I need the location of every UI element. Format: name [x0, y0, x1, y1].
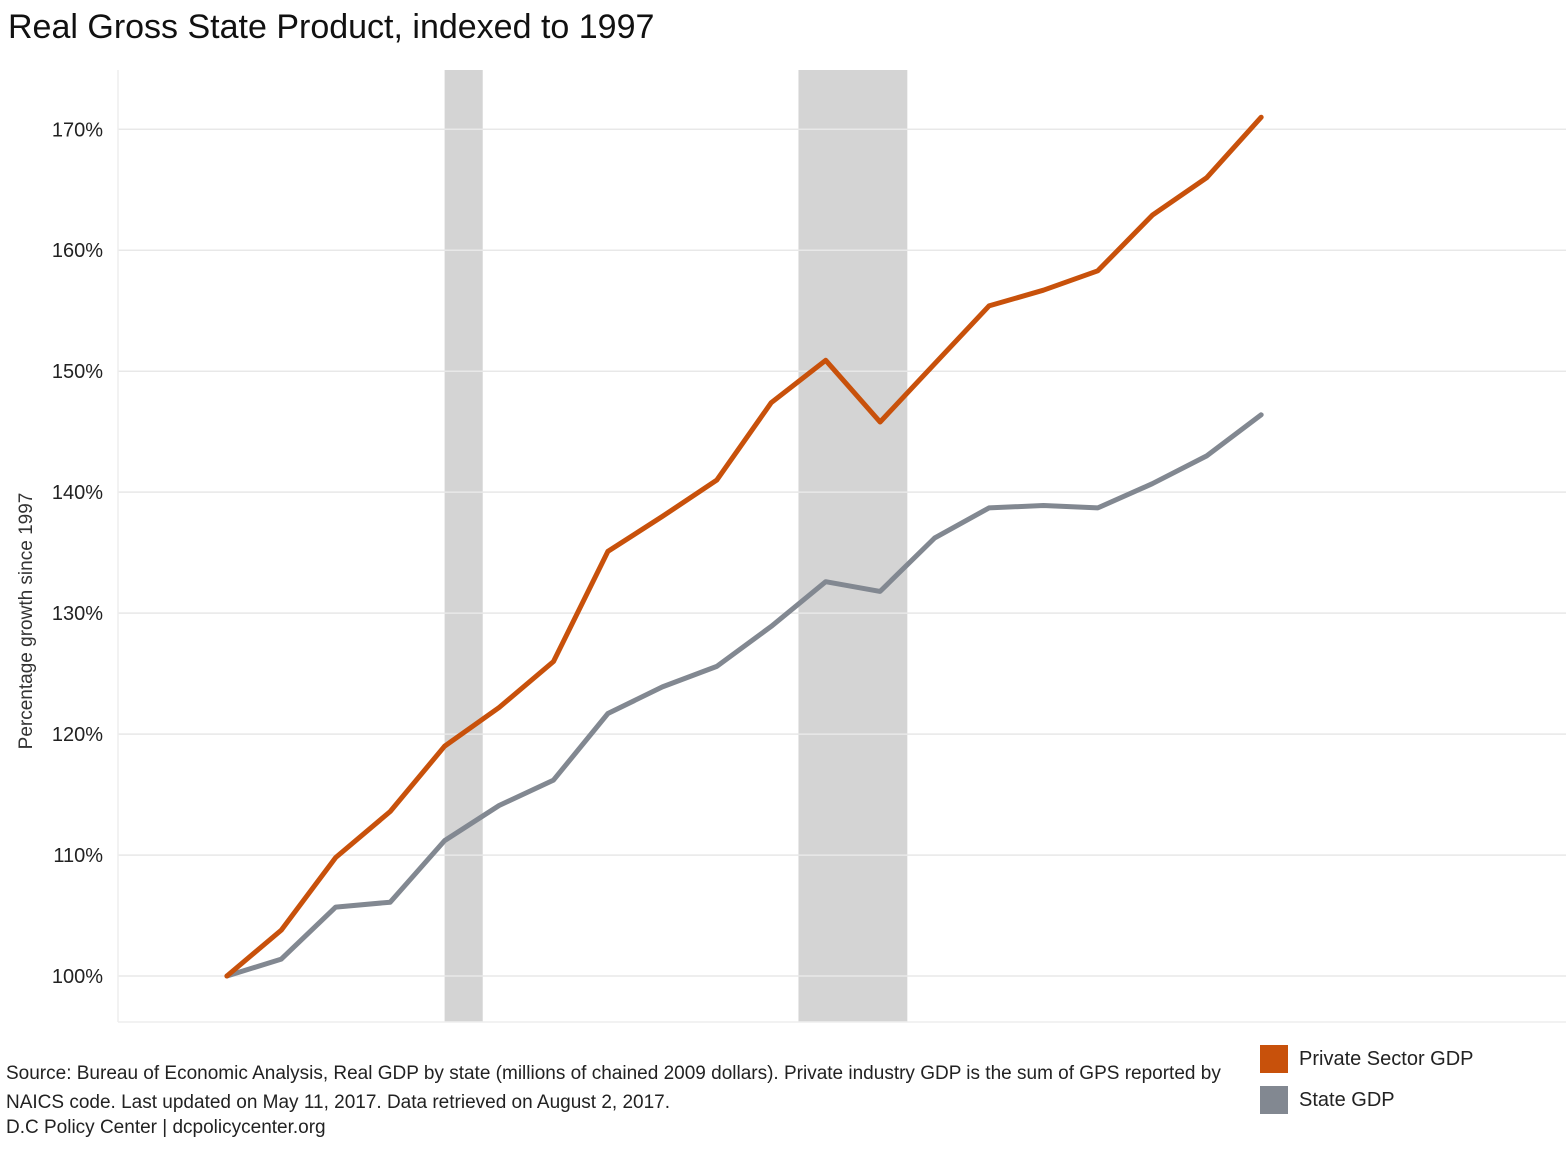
y-axis-tick-labels: 100% 110% 120% 130% 140% 150% 160% 170% — [52, 119, 103, 988]
y-tick-label: 140% — [52, 482, 103, 504]
credit-line: D.C Policy Center | dcpolicycenter.org — [6, 1117, 326, 1138]
legend-swatch-private-sector — [1260, 1045, 1288, 1073]
y-tick-label: 130% — [52, 603, 103, 625]
gridlines — [117, 70, 1566, 1022]
series-line-private-sector-gdp — [224, 114, 1264, 979]
series-line-state-gdp — [224, 412, 1264, 979]
y-tick-label: 120% — [52, 724, 103, 746]
series-lines — [224, 114, 1264, 979]
y-tick-label: 170% — [52, 119, 103, 141]
recession-bands — [444, 70, 908, 1022]
legend: Private Sector GDP State GDP — [1260, 1044, 1474, 1126]
y-tick-label: 100% — [52, 966, 103, 988]
recession-band-1 — [444, 70, 483, 1022]
source-note: Source: Bureau of Economic Analysis, Rea… — [6, 1063, 1221, 1113]
legend-label-state-gdp: State GDP — [1299, 1088, 1395, 1111]
y-axis-label: Percentage growth since 1997 — [16, 493, 37, 750]
legend-item-state-gdp: State GDP — [1260, 1085, 1474, 1115]
chart-title: Real Gross State Product, indexed to 199… — [8, 8, 655, 46]
legend-label-private-sector: Private Sector GDP — [1299, 1047, 1474, 1070]
recession-band-2 — [798, 70, 908, 1022]
legend-item-private-sector: Private Sector GDP — [1260, 1044, 1474, 1074]
y-tick-label: 110% — [53, 845, 103, 867]
y-tick-label: 150% — [52, 361, 103, 383]
y-tick-label: 160% — [52, 240, 103, 262]
legend-swatch-state-gdp — [1260, 1086, 1288, 1114]
